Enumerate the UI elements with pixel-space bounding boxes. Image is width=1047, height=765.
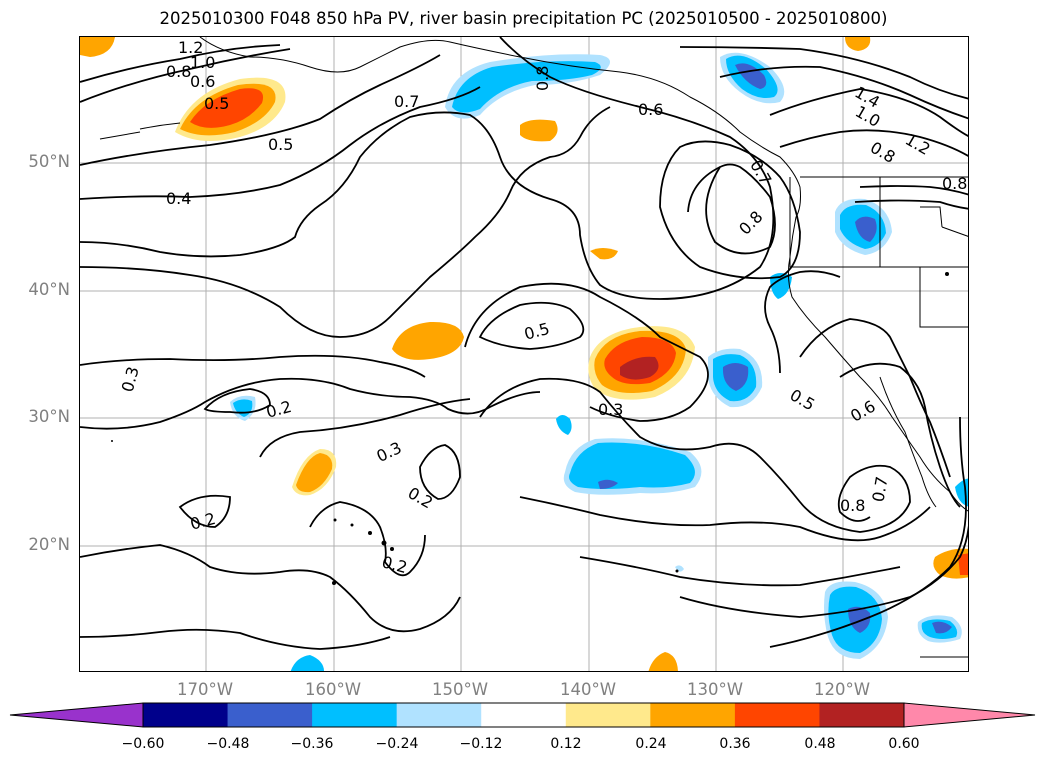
contour-label: 0.6 (190, 72, 215, 91)
contour-label: 0.7 (868, 475, 891, 503)
contour-label: 0.8 (735, 207, 766, 238)
colorbar-segment (227, 703, 313, 727)
colorbar-max-extension (903, 702, 1036, 728)
lon-label-120w: 120°W (813, 680, 871, 699)
contour-label: 0.6 (638, 100, 663, 119)
lon-label-150w: 150°W (431, 680, 489, 699)
contour-label: 0.6 (847, 396, 879, 425)
lon-label-170w: 170°W (176, 680, 234, 699)
contour-label: 0.8 (840, 496, 865, 515)
colorbar-tick-label: 0.12 (550, 736, 582, 752)
contour-label: 0.2 (405, 483, 437, 512)
colorbar (9, 702, 1036, 728)
colorbar-tick-label: −0.60 (121, 736, 165, 752)
pv-contours (80, 37, 968, 650)
colorbar-tick-label: −0.24 (375, 736, 419, 752)
lon-label-130w: 130°W (686, 680, 744, 699)
colorbar-segment (734, 703, 820, 727)
contour-label: 0.3 (374, 438, 405, 466)
colorbar-tick-label: 0.24 (635, 736, 667, 752)
lat-label-40n: 40°N (28, 280, 70, 299)
colorbar-segment (481, 703, 567, 727)
contour-label: 1.2 (178, 38, 203, 57)
islands (111, 272, 949, 585)
map-panel: 1.2 1.0 0.8 0.6 0.5 0.5 0.4 0.7 0.8 0.6 … (79, 36, 969, 672)
contour-label: 0.2 (380, 552, 410, 577)
colorbar-tick-label: 0.60 (888, 736, 920, 752)
colorbar-segment (143, 703, 229, 727)
colorbar-tick-label: −0.12 (459, 736, 503, 752)
contour-label: 0.5 (204, 94, 229, 113)
contour-label: 0.3 (118, 364, 143, 394)
colorbar-tick-label: −0.48 (206, 736, 250, 752)
coastlines (99, 37, 968, 658)
contour-label: 0.5 (787, 385, 819, 414)
colorbar-segment (650, 703, 736, 727)
contour-label: 0.5 (522, 319, 552, 344)
colorbar-segment (819, 703, 905, 727)
contour-label: 1.0 (852, 102, 884, 131)
lat-label-50n: 50°N (28, 152, 70, 171)
colorbar-segments (143, 703, 905, 727)
contour-label: 0.3 (598, 400, 623, 419)
contour-label: 0.2 (188, 509, 218, 534)
colorbar-outline (142, 702, 905, 728)
colorbar-min-extension (9, 702, 144, 728)
contour-label: 0.7 (394, 92, 419, 111)
contour-label: 0.8 (533, 66, 552, 91)
colorbar-segment (396, 703, 482, 727)
colorbar-tick-label: 0.36 (719, 736, 751, 752)
map-title: 2025010300 F048 850 hPa PV, river basin … (159, 9, 888, 28)
contour-label: 0.8 (166, 62, 191, 81)
lon-label-160w: 160°W (304, 680, 362, 699)
lon-label-140w: 140°W (559, 680, 617, 699)
precip-shading (80, 37, 968, 671)
colorbar-tick-label: −0.36 (290, 736, 334, 752)
contour-label: 0.7 (746, 157, 775, 189)
colorbar-segment (565, 703, 651, 727)
contour-label: 0.5 (268, 135, 293, 154)
lat-label-20n: 20°N (28, 535, 70, 554)
map-canvas: 1.2 1.0 0.8 0.6 0.5 0.5 0.4 0.7 0.8 0.6 … (80, 37, 968, 671)
contour-label: 0.8 (942, 174, 967, 193)
contour-label: 0.4 (166, 189, 191, 208)
colorbar-tick-label: 0.48 (804, 736, 836, 752)
contour-label: 1.0 (190, 53, 215, 72)
lat-label-30n: 30°N (28, 407, 70, 426)
colorbar-segment (312, 703, 398, 727)
